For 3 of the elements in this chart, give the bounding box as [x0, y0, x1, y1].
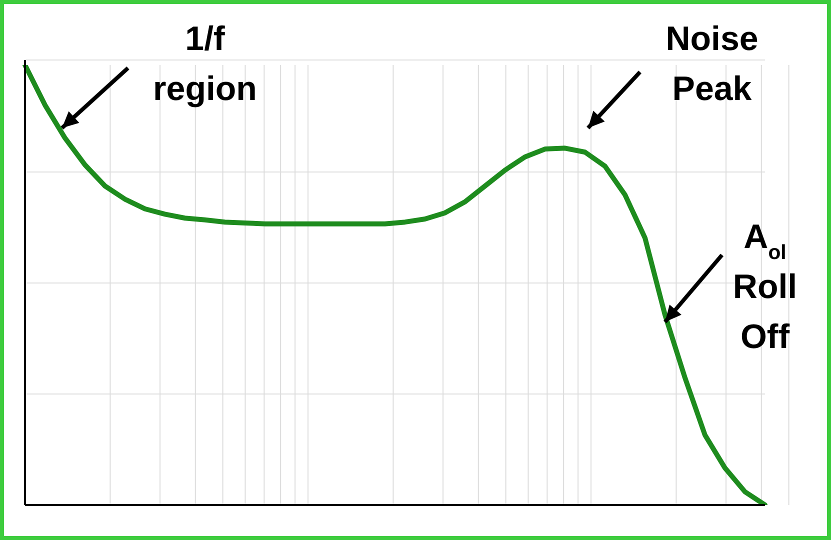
annotation: A$_{ol}$ Roll Off — [732, 218, 798, 356]
annotation: Noise Peak — [666, 20, 758, 108]
annotation: 1/f region — [153, 20, 257, 108]
